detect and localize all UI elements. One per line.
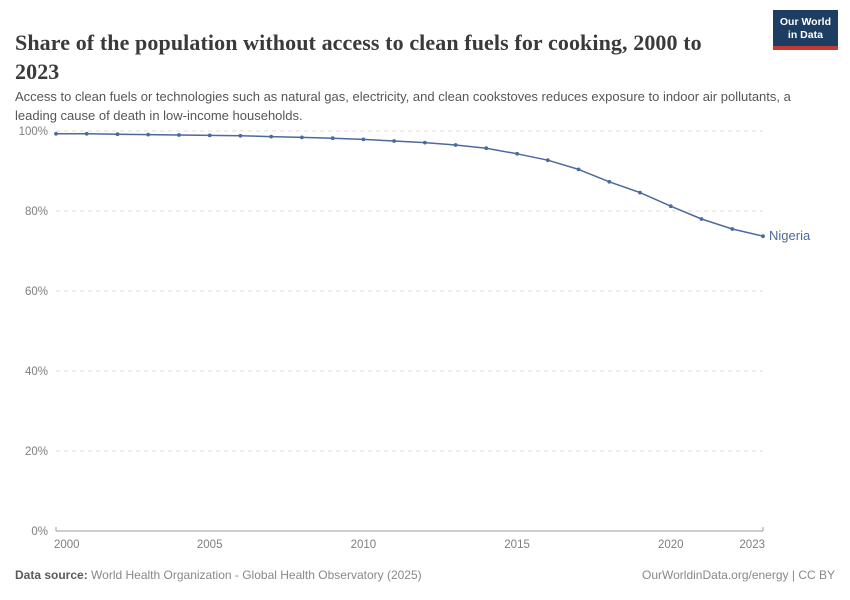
data-point <box>146 132 151 137</box>
y-tick-label: 20% <box>25 446 48 458</box>
data-point <box>761 234 765 239</box>
data-point <box>453 143 458 147</box>
y-tick-label: 100% <box>19 126 48 138</box>
chart-footer: Data source: World Health Organization -… <box>15 568 835 582</box>
data-point <box>330 136 335 141</box>
y-tick-label: 0% <box>31 526 48 538</box>
data-point <box>576 167 581 172</box>
license-note: OurWorldinData.org/energy | CC BY <box>642 568 835 582</box>
data-source-label: Data source: <box>15 568 88 582</box>
data-point <box>207 133 212 138</box>
data-point <box>300 135 304 140</box>
data-point <box>392 139 396 143</box>
data-point <box>361 137 366 142</box>
x-tick-label: 2023 <box>739 539 765 551</box>
data-point <box>730 227 735 231</box>
x-tick-label: 2000 <box>54 539 80 551</box>
owid-logo-line1: Our World <box>779 16 831 28</box>
x-tick-label: 2015 <box>504 539 530 551</box>
chart-subtitle: Access to clean fuels or technologies su… <box>15 89 791 123</box>
data-point <box>423 140 427 145</box>
x-tick-label: 2005 <box>197 539 223 551</box>
series-line <box>56 133 764 237</box>
data-point <box>638 190 642 195</box>
series-end-label: Nigeria <box>769 228 811 243</box>
data-point <box>84 131 89 136</box>
y-tick-label: 80% <box>25 206 48 218</box>
y-tick-label: 40% <box>25 366 48 378</box>
data-point <box>699 217 704 221</box>
data-point <box>607 179 612 184</box>
data-point <box>177 133 181 137</box>
data-source-value: World Health Organization - Global Healt… <box>91 568 422 582</box>
x-tick-label: 2010 <box>351 539 377 551</box>
page-title: Share of the population without access t… <box>15 29 702 84</box>
data-point <box>484 146 489 151</box>
y-tick-label: 60% <box>25 286 48 298</box>
data-point <box>238 133 243 138</box>
x-tick-label: 2020 <box>658 539 684 551</box>
data-point <box>269 134 274 139</box>
data-point <box>668 204 673 209</box>
data-source: Data source: World Health Organization -… <box>15 568 422 582</box>
data-point <box>515 151 519 156</box>
data-point <box>54 131 58 136</box>
owid-logo-line2: in Data <box>787 29 823 42</box>
line-chart: 100% 80% 60% 40% 20% 0% 2000 2005 2010 2015 2020 20… <box>19 126 811 551</box>
owid-logo: Our World in Data <box>772 10 838 51</box>
data-point <box>115 132 120 137</box>
data-point <box>545 158 550 163</box>
